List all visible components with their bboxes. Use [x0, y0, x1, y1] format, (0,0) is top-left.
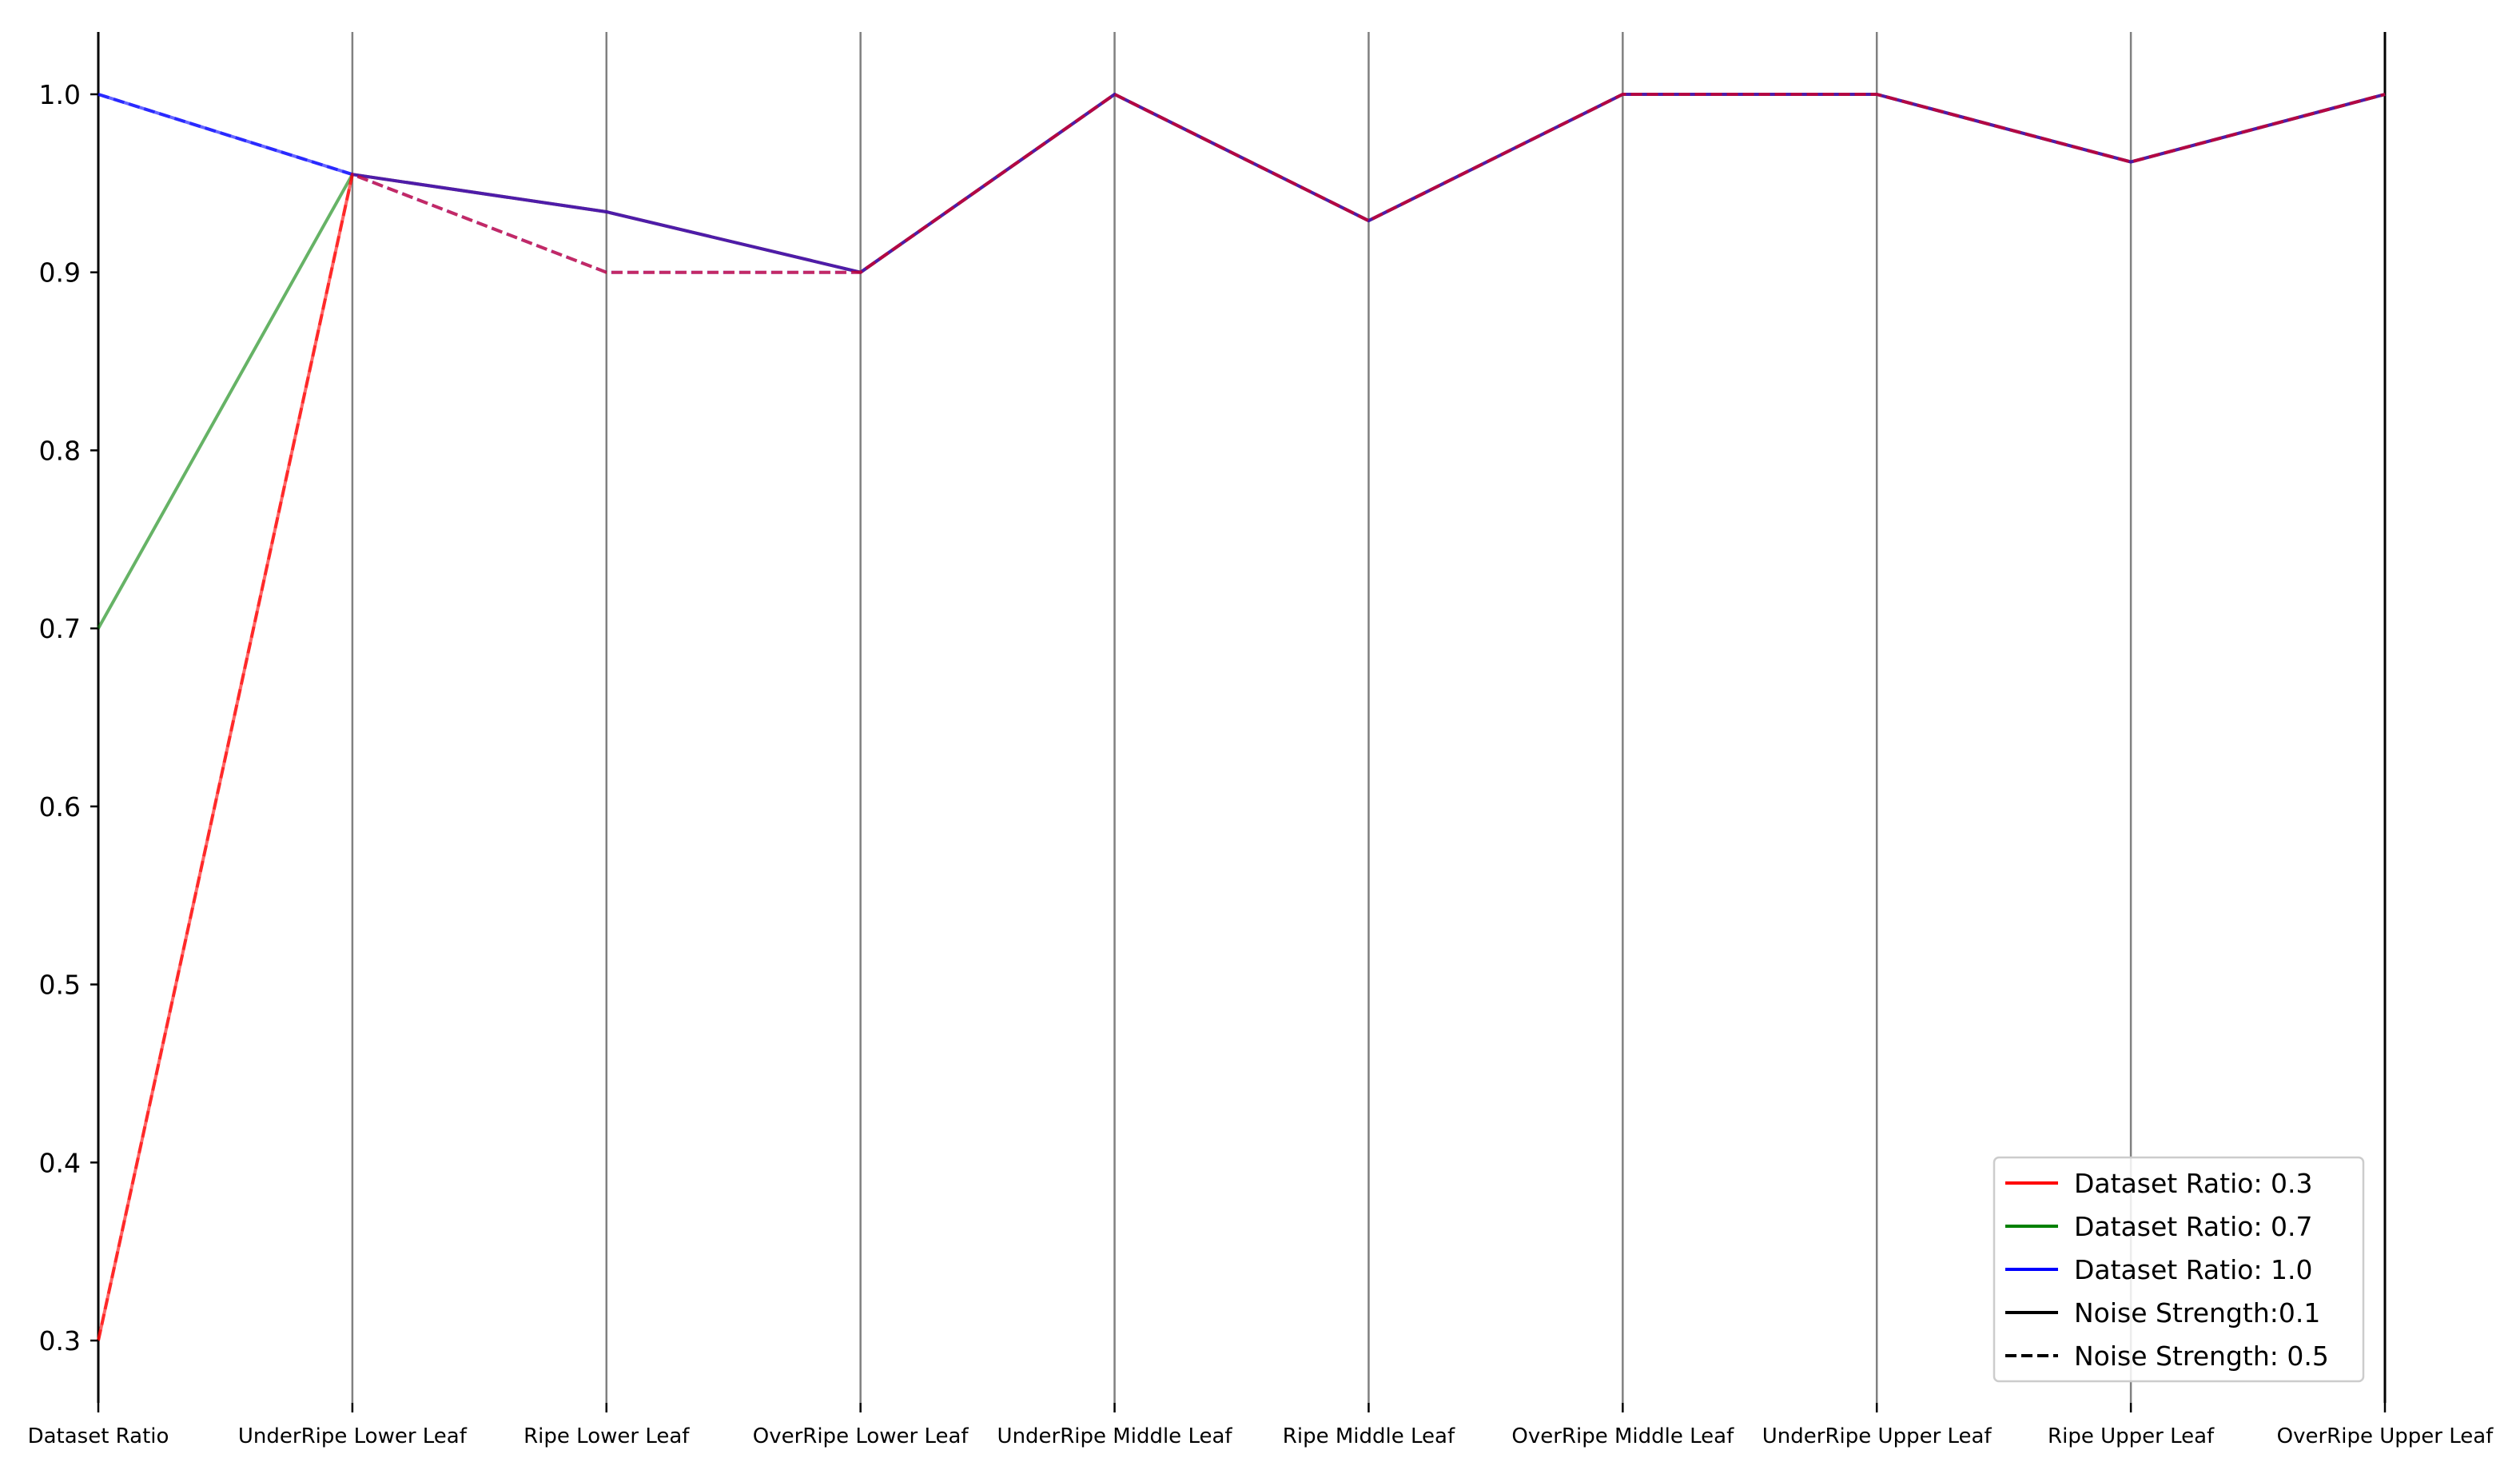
legend-label: Dataset Ratio: 1.0	[2074, 1254, 2313, 1285]
axis-layer: 0.3 0.4 0.5 0.6 0.7 0.8 0.9 1.0 Dataset Ratio Und…	[28, 79, 2494, 1448]
x-tick-label: UnderRipe Middle Leaf	[997, 1424, 1233, 1448]
x-tick-label: Ripe Upper Leaf	[2048, 1424, 2215, 1448]
legend-label: Noise Strength:0.1	[2074, 1297, 2320, 1329]
y-tick-label: 1.0	[39, 79, 81, 110]
legend-label: Noise Strength: 0.5	[2074, 1341, 2329, 1372]
x-tick-label: Dataset Ratio	[28, 1424, 169, 1448]
y-tick-label: 0.9	[39, 257, 81, 289]
series-line-3	[98, 93, 2386, 274]
x-tick-label: Ripe Lower Leaf	[524, 1424, 690, 1448]
legend-frame	[1993, 1156, 2365, 1383]
x-tick-label: Ripe Middle Leaf	[1283, 1424, 1455, 1448]
legend-label: Dataset Ratio: 0.3	[2074, 1168, 2313, 1199]
y-tick-label: 0.5	[39, 970, 81, 1001]
x-tick-label: OverRipe Middle Leaf	[1511, 1424, 1734, 1448]
series-line-0	[98, 93, 2386, 274]
y-tick-label: 0.3	[39, 1325, 81, 1356]
x-tick-label: UnderRipe Lower Leaf	[238, 1424, 468, 1448]
y-tick-label: 0.8	[39, 435, 81, 466]
series-line-2	[97, 93, 2386, 1341]
y-tick-label: 0.6	[39, 791, 81, 823]
y-tick-label: 0.7	[39, 613, 81, 644]
series-line-4	[97, 93, 2386, 1341]
grid-layer	[97, 32, 2387, 1403]
y-tick-label: 0.4	[39, 1147, 81, 1178]
x-tick-label: OverRipe Lower Leaf	[753, 1424, 969, 1448]
legend-label: Dataset Ratio: 0.7	[2074, 1211, 2313, 1242]
legend: Dataset Ratio: 0.3 Dataset Ratio: 0.7 Data…	[1993, 1156, 2365, 1383]
x-tick-label: OverRipe Upper Leaf	[2277, 1424, 2494, 1448]
x-tick-label: UnderRipe Upper Leaf	[1762, 1424, 1993, 1448]
series-line-1	[97, 93, 2386, 630]
series-layer	[97, 93, 2386, 1341]
